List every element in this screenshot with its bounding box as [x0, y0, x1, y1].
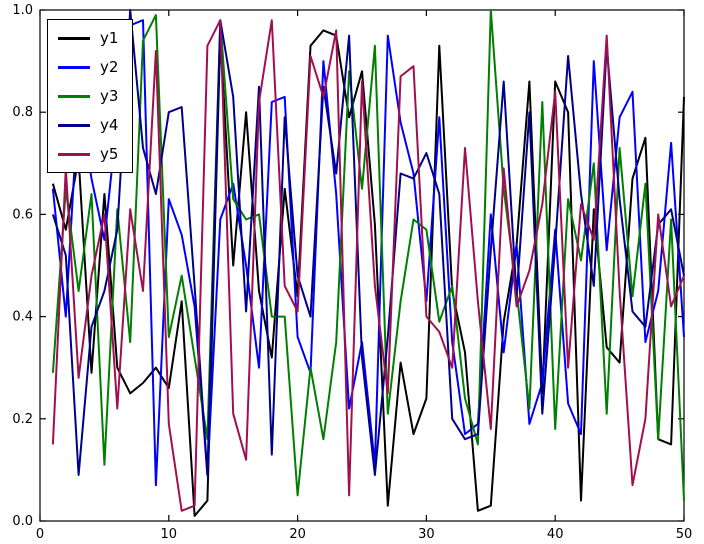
y-tick-label: 0.4 — [12, 310, 33, 325]
y-tick-label: 0.6 — [12, 207, 33, 222]
series-line-y1 — [51, 29, 685, 517]
legend-label: y3 — [100, 86, 119, 105]
legend-item-y4: y4 — [58, 115, 118, 135]
legend-line-swatch — [58, 94, 90, 98]
y-tick-label: 1.0 — [12, 3, 33, 18]
legend-label: y2 — [100, 57, 119, 76]
legend-line-swatch — [58, 123, 90, 127]
x-tick-label: 40 — [547, 527, 564, 542]
x-tick-label: 10 — [161, 527, 178, 542]
legend-item-y1: y1 — [58, 28, 118, 48]
plot-frame — [39, 9, 685, 522]
series-line-y3 — [51, 9, 685, 501]
legend-label: y5 — [100, 144, 119, 163]
legend-label: y4 — [100, 115, 119, 134]
x-tick-label: 0 — [36, 527, 44, 542]
legend-line-swatch — [58, 36, 90, 40]
series-line-y2 — [51, 19, 685, 487]
series-line-y5 — [51, 19, 685, 512]
x-tick-label: 50 — [676, 527, 693, 542]
series-line-y4 — [51, 9, 685, 476]
y-tick-label: 0.0 — [12, 514, 33, 529]
legend-item-y5: y5 — [58, 144, 118, 164]
legend-label: y1 — [100, 28, 119, 47]
legend-line-swatch — [58, 152, 90, 156]
x-tick-label: 30 — [418, 527, 435, 542]
y-tick-label: 0.2 — [12, 412, 33, 427]
x-tick-label: 20 — [289, 527, 306, 542]
legend-line-swatch — [58, 65, 90, 69]
y-tick-label: 0.8 — [12, 105, 33, 120]
legend-item-y2: y2 — [58, 57, 118, 77]
legend-item-y3: y3 — [58, 86, 118, 106]
legend: y1 y2 y3 y4 y5 — [47, 19, 134, 173]
